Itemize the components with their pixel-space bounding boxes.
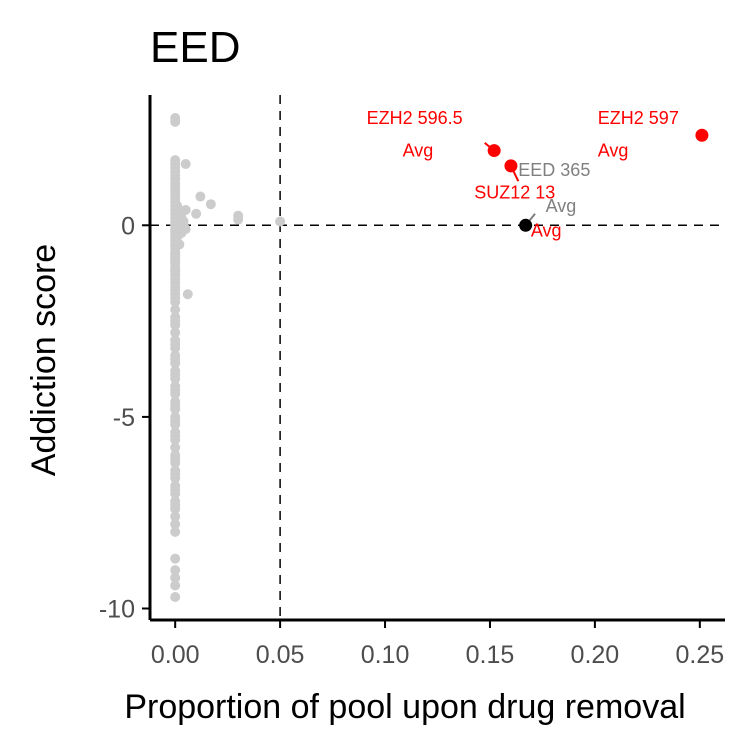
data-point: [205, 199, 216, 210]
data-point: [170, 484, 181, 495]
point-label: EED 365: [518, 160, 590, 180]
point-label: Avg: [531, 221, 562, 241]
data-point: [195, 191, 206, 202]
data-point: [174, 239, 185, 250]
point-label: SUZ12 13: [474, 183, 555, 203]
data-point: [170, 304, 181, 315]
data-point: [172, 201, 183, 212]
x-tick-label: 0.15: [466, 641, 515, 669]
data-point: [170, 572, 181, 583]
data-point: [170, 256, 181, 267]
y-tick-label: 0: [121, 212, 135, 240]
data-point: [178, 216, 189, 227]
highlight-points: [487, 128, 709, 232]
reference-lines: [150, 95, 725, 620]
x-tick-label: 0.10: [361, 641, 410, 669]
point-label: EZH2 597: [598, 108, 679, 128]
y-axis-ticks: -10 -5 0: [99, 212, 150, 624]
data-point: [275, 216, 286, 227]
data-point: [170, 553, 181, 564]
highlight-point: [504, 159, 518, 173]
data-point: [170, 116, 181, 127]
data-point: [180, 204, 191, 215]
data-point: [170, 503, 181, 514]
data-point: [170, 354, 181, 365]
data-point: [170, 565, 181, 576]
data-point: [170, 469, 181, 480]
data-point: [170, 249, 181, 260]
data-point: [170, 369, 181, 380]
data-point: [170, 296, 181, 307]
y-tick-label: -10: [99, 596, 135, 624]
data-point: [170, 526, 181, 537]
data-point: [180, 224, 191, 235]
data-point: [182, 289, 193, 300]
point-label: Avg: [546, 196, 577, 216]
data-point: [191, 208, 202, 219]
x-tick-label: 0.20: [571, 641, 620, 669]
point-label: EZH2 596.5: [367, 108, 463, 128]
data-point: [170, 385, 181, 396]
x-axis-title: Proportion of pool upon drug removal: [124, 688, 685, 726]
data-point: [170, 454, 181, 465]
x-tick-label: 0.05: [256, 641, 305, 669]
highlight-point: [519, 218, 533, 232]
x-tick-label: 0.00: [151, 641, 200, 669]
axes: [148, 95, 725, 622]
data-point: [170, 339, 181, 350]
data-point: [170, 580, 181, 591]
highlight-point: [487, 144, 501, 158]
data-point: [170, 415, 181, 426]
point-label: Avg: [403, 141, 434, 161]
y-axis-title: Addiction score: [25, 244, 63, 476]
data-point: [170, 264, 181, 275]
data-point: [233, 214, 244, 225]
data-point: [180, 158, 191, 169]
x-axis-ticks: 0.00 0.05 0.10 0.15 0.20 0.25: [151, 620, 724, 669]
data-point: [170, 316, 181, 327]
data-point: [170, 327, 181, 338]
chart-title: EED: [150, 23, 240, 72]
data-point: [170, 519, 181, 530]
data-point: [170, 431, 181, 442]
x-tick-label: 0.25: [675, 641, 724, 669]
y-tick-label: -5: [113, 404, 135, 432]
highlight-point: [695, 128, 709, 142]
data-point: [170, 592, 181, 603]
background-points: [170, 112, 286, 603]
point-label: Avg: [598, 141, 629, 161]
data-point: [170, 511, 181, 522]
data-point: [170, 400, 181, 411]
data-point: [170, 442, 181, 453]
